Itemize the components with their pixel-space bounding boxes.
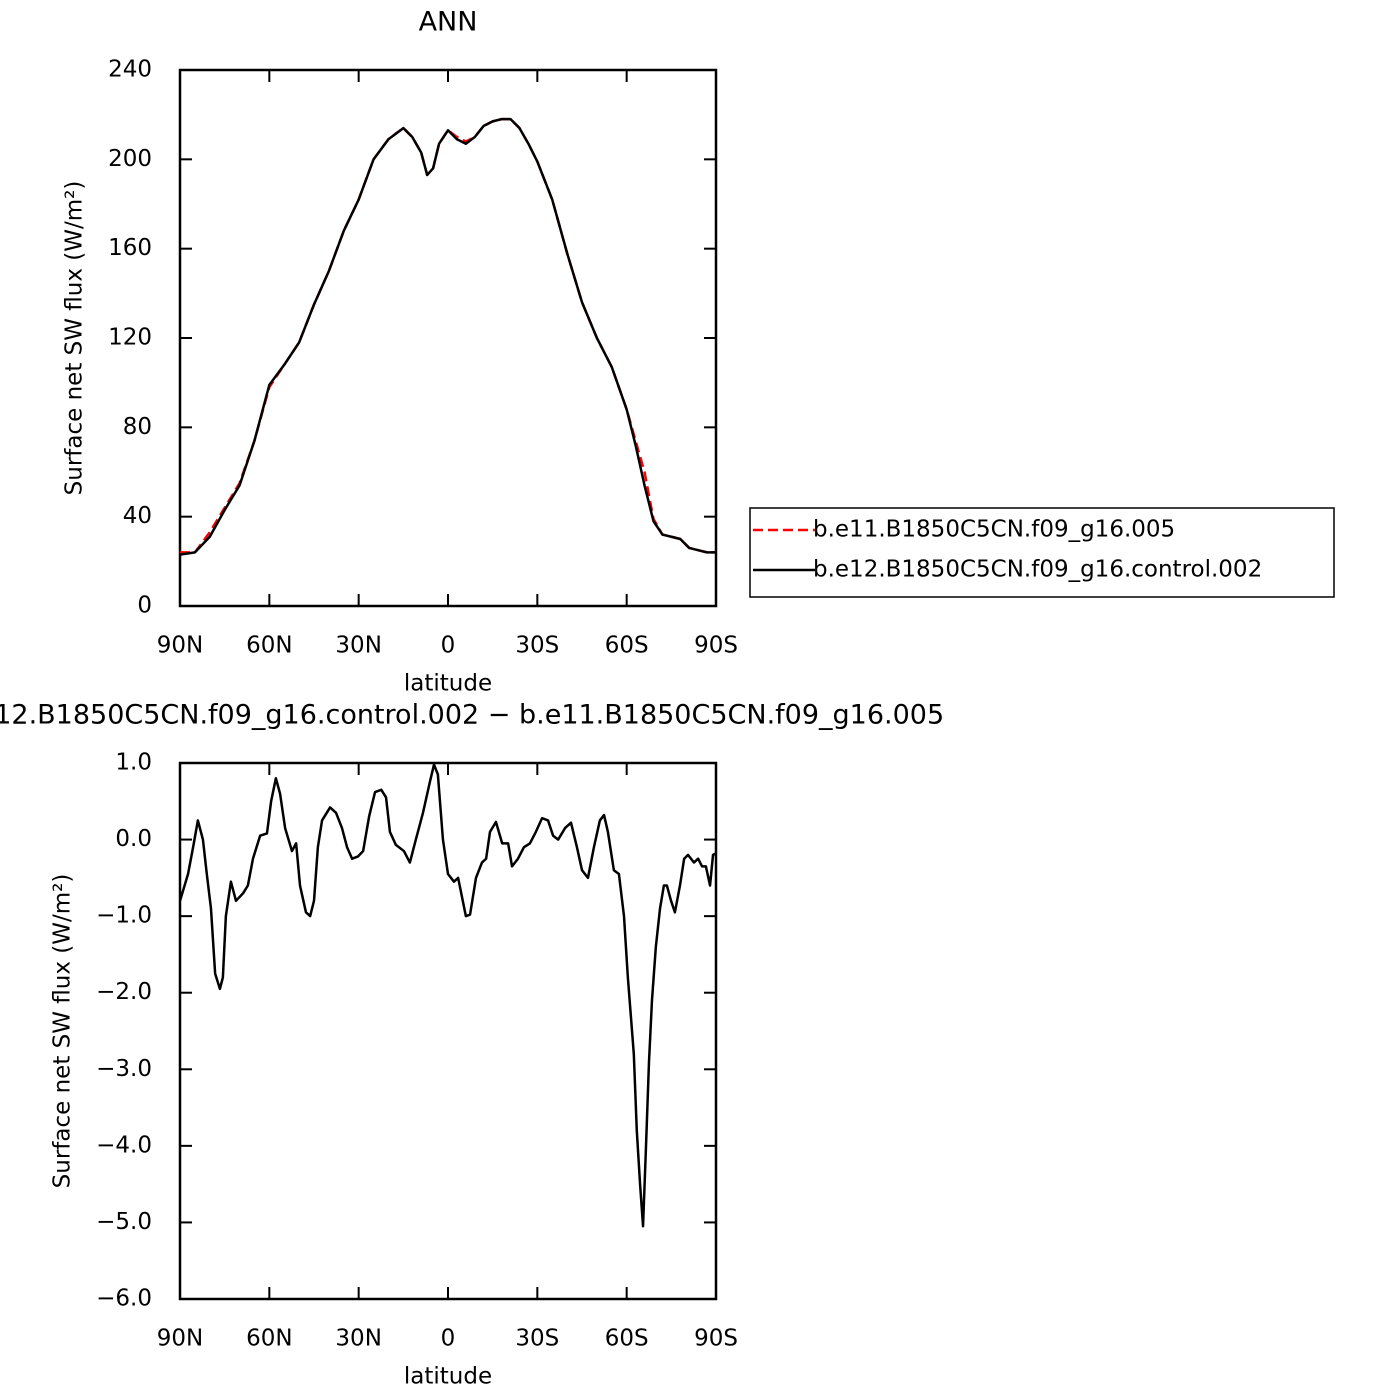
x-tick-label: 0 — [441, 1326, 456, 1352]
legend-label: b.e12.B1850C5CN.f09_g16.control.002 — [813, 557, 1262, 583]
x-tick-label: 60S — [605, 633, 649, 659]
legend-label: b.e11.B1850C5CN.f09_g16.005 — [813, 517, 1175, 543]
y-tick-label: 40 — [123, 503, 152, 529]
y-tick-label: 160 — [108, 235, 152, 261]
y-tick-label: −5.0 — [96, 1209, 152, 1235]
y-tick-label: −2.0 — [96, 979, 152, 1005]
x-tick-label: 30N — [335, 1326, 381, 1352]
data-line — [180, 117, 716, 554]
x-tick-label: 0 — [441, 633, 456, 659]
x-tick-label: 60N — [246, 633, 292, 659]
y-tick-label: 240 — [108, 57, 152, 83]
x-tick-label: 30S — [515, 1326, 559, 1352]
legend-box — [749, 507, 1335, 598]
y-axis-label: Surface net SW flux (W/m²) — [62, 181, 88, 496]
y-axis-label: Surface net SW flux (W/m²) — [50, 874, 76, 1189]
y-tick-label: −6.0 — [96, 1286, 152, 1312]
x-axis-label: latitude — [404, 1364, 492, 1390]
plot-frame — [178, 68, 718, 608]
data-line — [178, 763, 717, 1228]
data-line — [179, 117, 716, 556]
x-axis-label: latitude — [404, 671, 492, 697]
plot-frame — [178, 761, 718, 1301]
y-tick-label: −3.0 — [96, 1056, 152, 1082]
y-tick-label: 120 — [108, 325, 152, 351]
x-tick-label: 60N — [246, 1326, 292, 1352]
x-tick-label: 30N — [335, 633, 381, 659]
x-tick-label: 90N — [157, 1326, 203, 1352]
y-tick-label: 0.0 — [115, 826, 152, 852]
y-tick-label: 0 — [137, 593, 152, 619]
x-tick-label: 30S — [515, 633, 559, 659]
x-tick-label: 60S — [605, 1326, 649, 1352]
x-tick-label: 90S — [694, 1326, 738, 1352]
y-tick-label: −4.0 — [96, 1132, 152, 1158]
chart-title: ANN — [419, 7, 478, 38]
y-tick-label: 200 — [108, 146, 152, 172]
y-tick-label: 80 — [123, 414, 152, 440]
x-tick-label: 90S — [694, 633, 738, 659]
x-tick-label: 90N — [157, 633, 203, 659]
y-tick-label: −1.0 — [96, 903, 152, 929]
chart-title: b.e12.B1850C5CN.f09_g16.control.002 − b.… — [0, 700, 944, 731]
y-tick-label: 1.0 — [115, 750, 152, 776]
